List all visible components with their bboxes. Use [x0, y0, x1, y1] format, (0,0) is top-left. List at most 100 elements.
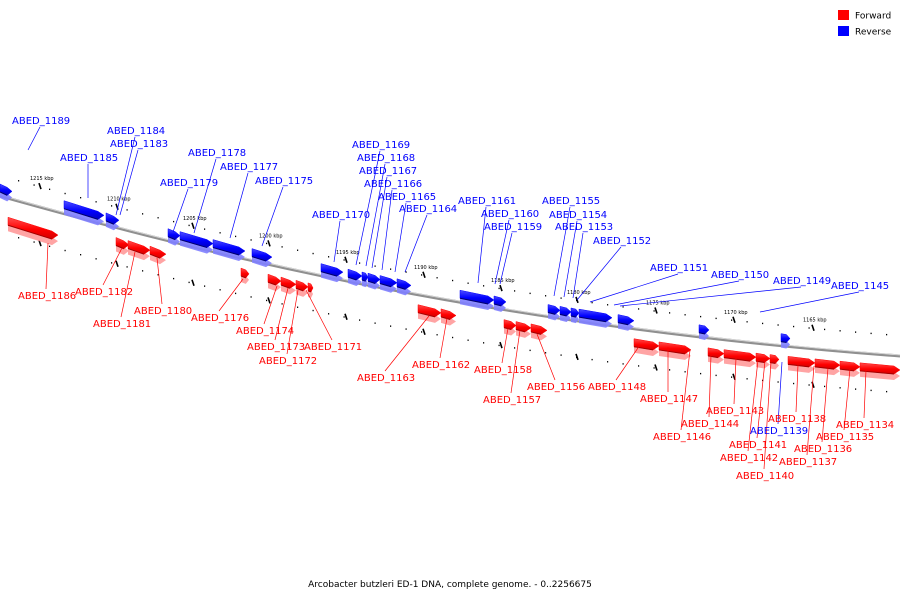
gene-label-abed-1177[interactable]: ABED_1177 — [220, 162, 278, 173]
gene-label-abed-1146[interactable]: ABED_1146 — [653, 432, 711, 443]
gene-label-abed-1180[interactable]: ABED_1180 — [134, 306, 192, 317]
gene-arrow-abed-1134[interactable] — [859, 362, 900, 380]
gene-arrow-abed-1181[interactable] — [127, 240, 151, 261]
gene-arrow-abed-1148[interactable] — [633, 338, 660, 356]
gene-arrow-abed-1142[interactable] — [755, 352, 771, 369]
gene-label-abed-1170[interactable]: ABED_1170 — [312, 210, 370, 221]
gene-label-abed-1139[interactable]: ABED_1139 — [750, 426, 808, 437]
gene-label-abed-1154[interactable]: ABED_1154 — [549, 210, 607, 221]
gene-arrow-abed-1144[interactable] — [707, 347, 725, 364]
gene-label-abed-1172[interactable]: ABED_1172 — [259, 356, 317, 367]
gene-label-abed-1152[interactable]: ABED_1152 — [593, 236, 651, 247]
gene-arrow-abed-1180[interactable] — [149, 245, 167, 265]
gene-arrow-abed-1151[interactable] — [617, 314, 635, 331]
gene-arrow-abed-1153[interactable] — [570, 307, 580, 324]
gene-label-abed-1141[interactable]: ABED_1141 — [729, 440, 787, 451]
gene-label-abed-1181[interactable]: ABED_1181 — [93, 319, 151, 330]
gene-label-abed-1157[interactable]: ABED_1157 — [483, 395, 541, 406]
gene-label-abed-1156[interactable]: ABED_1156 — [527, 382, 585, 393]
gene-arrow-abed-1172[interactable] — [295, 279, 309, 297]
gene-label-abed-1185[interactable]: ABED_1185 — [60, 153, 118, 164]
gene-arrow-abed-1162[interactable] — [440, 308, 457, 326]
gene-arrow-abed-1178[interactable] — [179, 231, 214, 254]
gene-label-abed-1186[interactable]: ABED_1186 — [18, 291, 76, 302]
gene-label-abed-1147[interactable]: ABED_1147 — [640, 394, 698, 405]
gene-arrow-abed-1169[interactable] — [347, 268, 363, 286]
gene-arrow-abed-1173[interactable] — [280, 276, 297, 295]
gene-label-abed-1169[interactable]: ABED_1169 — [352, 140, 410, 151]
gene-label-abed-1138[interactable]: ABED_1138 — [768, 414, 826, 425]
gene-arrow-abed-1185[interactable] — [63, 200, 105, 226]
gene-label-abed-1160[interactable]: ABED_1160 — [481, 209, 539, 220]
gene-arrow-abed-1168[interactable] — [361, 271, 369, 288]
gene-arrow-abed-1152[interactable] — [578, 308, 613, 328]
gene-label-abed-1184[interactable]: ABED_1184 — [107, 126, 165, 137]
gene-label-abed-1159[interactable]: ABED_1159 — [484, 222, 542, 233]
gene-arrow-abed-1174[interactable] — [267, 273, 282, 292]
gene-arrow-abed-1141[interactable] — [769, 354, 780, 370]
gene-label-abed-1143[interactable]: ABED_1143 — [706, 406, 764, 417]
gene-arrow-abed-1136[interactable] — [839, 360, 861, 377]
gene-arrow-abed-1170[interactable] — [320, 263, 344, 283]
gene-label-abed-1174[interactable]: ABED_1174 — [236, 326, 294, 337]
gene-arrow-abed-1143[interactable] — [723, 349, 757, 368]
gene-label-abed-1153[interactable]: ABED_1153 — [555, 222, 613, 233]
gene-label-abed-1179[interactable]: ABED_1179 — [160, 178, 218, 189]
gene-label-abed-1161[interactable]: ABED_1161 — [458, 196, 516, 207]
gene-arrow-abed-1165[interactable] — [396, 278, 412, 296]
gene-arrow-abed-1176[interactable] — [240, 267, 250, 284]
gene-label-abed-1150[interactable]: ABED_1150 — [711, 270, 769, 281]
gene-arrow-abed-1147[interactable] — [658, 341, 692, 360]
gene-label-abed-1166[interactable]: ABED_1166 — [364, 179, 422, 190]
gene-label-abed-1148[interactable]: ABED_1148 — [588, 382, 646, 393]
gene-arrow-abed-1184[interactable] — [105, 212, 120, 231]
gene-label-abed-1137[interactable]: ABED_1137 — [779, 457, 837, 468]
gene-label-abed-1173[interactable]: ABED_1173 — [247, 342, 305, 353]
gene-label-abed-1171[interactable]: ABED_1171 — [304, 342, 362, 353]
gene-label-abed-1144[interactable]: ABED_1144 — [681, 419, 739, 430]
gene-label-abed-1142[interactable]: ABED_1142 — [720, 453, 778, 464]
gene-arrow-abed-1157[interactable] — [515, 321, 532, 338]
gene-arrow-abed-1156[interactable] — [530, 323, 548, 341]
gene-label-abed-1136[interactable]: ABED_1136 — [794, 444, 852, 455]
gene-arrow-abed-1161[interactable] — [459, 289, 495, 310]
gene-arrow-abed-1182[interactable] — [115, 237, 130, 255]
gene-leader-line — [501, 327, 509, 364]
gene-arrow-abed-1167[interactable] — [367, 272, 381, 290]
gene-label-abed-1189[interactable]: ABED_1189 — [12, 116, 70, 127]
gene-label-abed-1182[interactable]: ABED_1182 — [75, 287, 133, 298]
gene-label-abed-1145[interactable]: ABED_1145 — [831, 281, 889, 292]
gene-label-abed-1135[interactable]: ABED_1135 — [816, 432, 874, 443]
gene-arrow-abed-1154[interactable] — [559, 306, 572, 322]
gene-label-abed-1175[interactable]: ABED_1175 — [255, 176, 313, 187]
gene-label-abed-1162[interactable]: ABED_1162 — [412, 360, 470, 371]
gene-label-abed-1163[interactable]: ABED_1163 — [357, 373, 415, 384]
gene-arrow-abed-1177[interactable] — [212, 239, 246, 262]
gene-label-abed-1155[interactable]: ABED_1155 — [542, 196, 600, 207]
gene-label-abed-1140[interactable]: ABED_1140 — [736, 471, 794, 482]
gene-arrow-abed-1179[interactable] — [167, 228, 181, 246]
gene-label-abed-1149[interactable]: ABED_1149 — [773, 276, 831, 287]
gene-label-abed-1183[interactable]: ABED_1183 — [110, 139, 168, 150]
gene-label-abed-1176[interactable]: ABED_1176 — [191, 313, 249, 324]
minor-tick — [436, 277, 438, 279]
gene-label-abed-1178[interactable]: ABED_1178 — [188, 148, 246, 159]
gene-label-abed-1165[interactable]: ABED_1165 — [378, 192, 436, 203]
gene-arrow-abed-1158[interactable] — [503, 319, 517, 336]
gene-arrow-abed-1166[interactable] — [379, 275, 398, 293]
gene-label-abed-1164[interactable]: ABED_1164 — [399, 204, 457, 215]
gene-arrow-abed-1160[interactable] — [493, 295, 507, 312]
gene-arrow-abed-1149[interactable] — [698, 324, 710, 340]
gene-arrow-abed-1175[interactable] — [251, 248, 273, 268]
gene-label-abed-1151[interactable]: ABED_1151 — [650, 263, 708, 274]
gene-arrow-abed-1145[interactable] — [780, 333, 791, 349]
gene-arrow-abed-1189[interactable] — [0, 183, 13, 202]
gene-arrow-abed-1138[interactable] — [787, 356, 816, 373]
gene-arrow-abed-1155[interactable] — [547, 304, 561, 321]
gene-label-abed-1158[interactable]: ABED_1158 — [474, 365, 532, 376]
gene-label-abed-1134[interactable]: ABED_1134 — [836, 420, 894, 431]
gene-label-abed-1167[interactable]: ABED_1167 — [359, 166, 417, 177]
gene-label-abed-1168[interactable]: ABED_1168 — [357, 153, 415, 164]
gene-arrow-abed-1186[interactable] — [7, 216, 59, 246]
gene-arrow-abed-1163[interactable] — [417, 304, 442, 323]
